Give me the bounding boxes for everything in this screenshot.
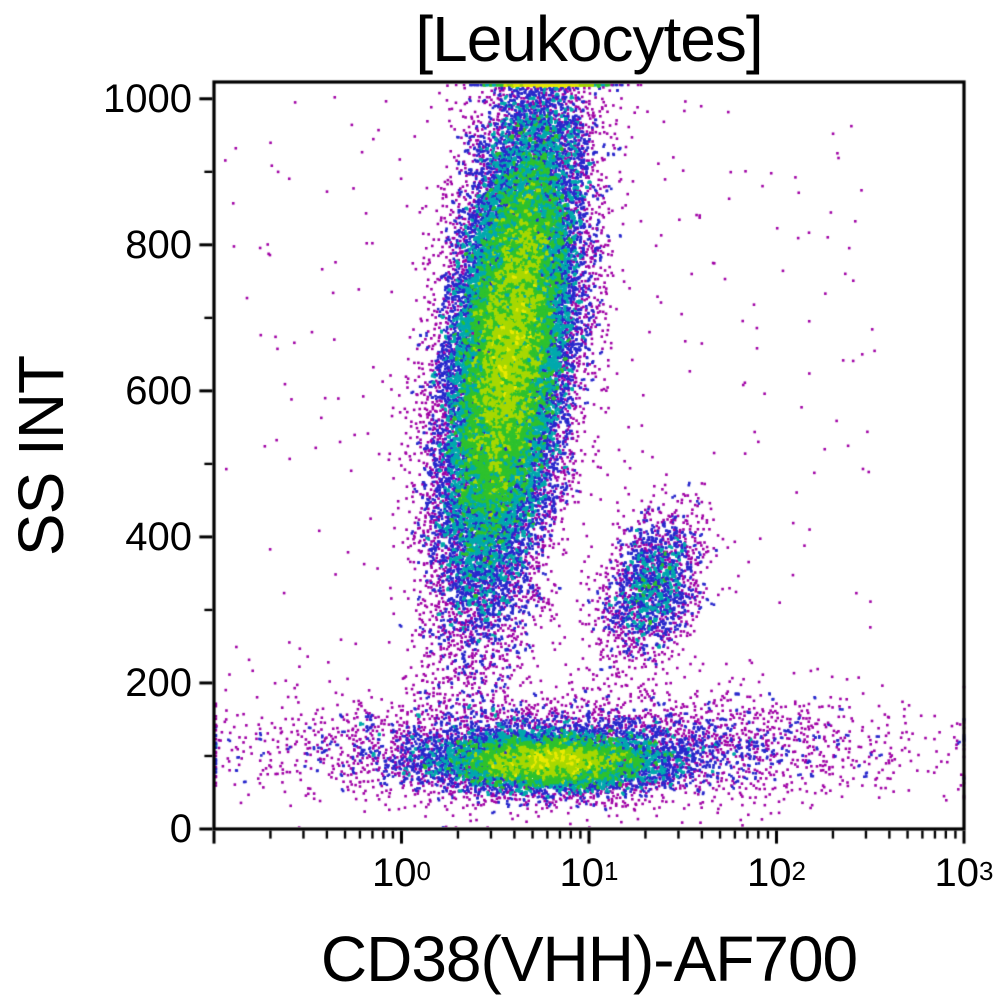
y-axis-label: SS INT xyxy=(5,355,77,557)
y-tick-label-200: 200 xyxy=(125,660,192,705)
x-tick-label-1e2: 102 xyxy=(747,851,806,895)
y-tick-label-400: 400 xyxy=(125,514,192,559)
x-axis-label: CD38(VHH)-AF700 xyxy=(320,923,858,995)
y-tick-label-800: 800 xyxy=(125,222,192,267)
y-tick-label-1000: 1000 xyxy=(103,76,192,121)
x-tick-label-1e0: 100 xyxy=(372,851,431,895)
y-tick-label-0: 0 xyxy=(169,807,192,851)
plot-title: [Leukocytes] xyxy=(415,3,763,75)
x-tick-label-1e1: 101 xyxy=(559,851,619,895)
y-tick-label-600: 600 xyxy=(125,368,192,413)
x-tick-label-1e3: 103 xyxy=(934,851,994,895)
